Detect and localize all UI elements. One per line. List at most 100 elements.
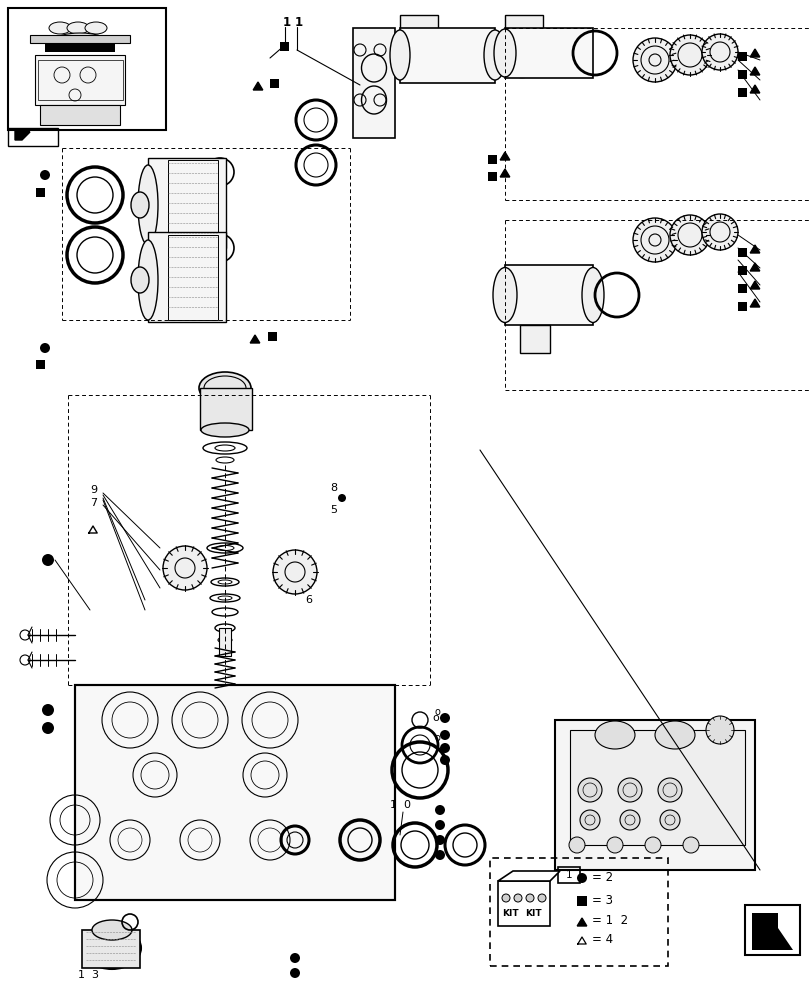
Polygon shape [253,82,263,90]
Circle shape [290,968,299,978]
Ellipse shape [131,267,148,293]
Ellipse shape [92,920,132,940]
Circle shape [620,810,639,830]
Polygon shape [749,85,759,93]
Circle shape [577,778,601,802]
Text: = 4: = 4 [591,933,612,946]
Circle shape [435,805,444,815]
Text: = 3: = 3 [591,894,612,908]
Circle shape [702,214,737,250]
Circle shape [42,554,54,566]
Ellipse shape [389,30,410,80]
Bar [737,52,746,61]
Circle shape [42,722,54,734]
Bar [737,302,746,311]
Text: 1: 1 [283,16,291,29]
Ellipse shape [654,721,694,749]
Circle shape [669,35,709,75]
Circle shape [659,810,679,830]
Bar [504,265,592,325]
Circle shape [526,894,534,902]
Bar [489,858,667,966]
Ellipse shape [581,267,603,322]
Circle shape [337,494,345,502]
Bar [737,284,746,293]
Circle shape [272,550,316,594]
Circle shape [440,713,449,723]
Circle shape [290,953,299,963]
Bar [487,155,496,164]
Bar [8,8,165,130]
Bar [36,188,45,197]
Bar [519,325,549,353]
Bar [737,70,746,79]
Polygon shape [500,169,509,177]
Bar [38,60,122,100]
Text: o: o [431,713,438,723]
Polygon shape [500,152,509,160]
Polygon shape [749,263,759,271]
Circle shape [705,716,733,744]
Text: = 1  2: = 1 2 [591,914,628,927]
Text: 1: 1 [565,870,572,880]
Circle shape [682,837,698,853]
Polygon shape [777,913,792,928]
Circle shape [435,820,444,830]
Text: 7: 7 [90,498,97,508]
Bar [497,881,549,926]
Circle shape [657,778,681,802]
Bar [487,172,496,181]
Bar [737,266,746,275]
Text: KIT: KIT [501,909,518,918]
Circle shape [501,894,509,902]
Bar [744,905,799,955]
Ellipse shape [131,192,148,218]
Bar [504,28,592,78]
Bar [45,44,115,52]
Bar [168,160,217,248]
Text: o: o [435,707,440,717]
Bar [35,55,125,105]
Text: 1  3: 1 3 [78,970,99,980]
Bar [737,88,746,97]
Bar [36,360,45,369]
Text: 5: 5 [329,505,337,515]
Text: = 2: = 2 [591,871,612,884]
Circle shape [577,873,586,883]
Bar [168,235,217,320]
Circle shape [440,730,449,740]
Polygon shape [749,245,759,253]
Circle shape [40,343,50,353]
Text: 6: 6 [305,595,311,605]
Circle shape [579,810,599,830]
Text: KIT: KIT [525,909,541,918]
Ellipse shape [83,927,141,969]
Ellipse shape [201,423,249,437]
Circle shape [617,778,642,802]
Text: 1  0: 1 0 [389,800,410,810]
Circle shape [633,218,676,262]
Ellipse shape [85,22,107,34]
Bar [82,930,139,968]
Ellipse shape [67,22,89,34]
Circle shape [513,894,521,902]
Bar [353,28,394,138]
Bar [400,15,437,45]
Bar [577,896,586,906]
Ellipse shape [138,240,158,320]
Ellipse shape [138,165,158,245]
Polygon shape [749,299,759,307]
Polygon shape [250,335,260,343]
Text: 1: 1 [294,16,303,29]
Bar [270,79,279,88]
Circle shape [702,34,737,70]
Circle shape [40,170,50,180]
Ellipse shape [492,267,517,322]
Polygon shape [749,49,759,57]
Polygon shape [15,131,30,140]
Circle shape [440,755,449,765]
Polygon shape [749,67,759,75]
Bar [8,128,58,146]
Circle shape [669,215,709,255]
Circle shape [633,38,676,82]
